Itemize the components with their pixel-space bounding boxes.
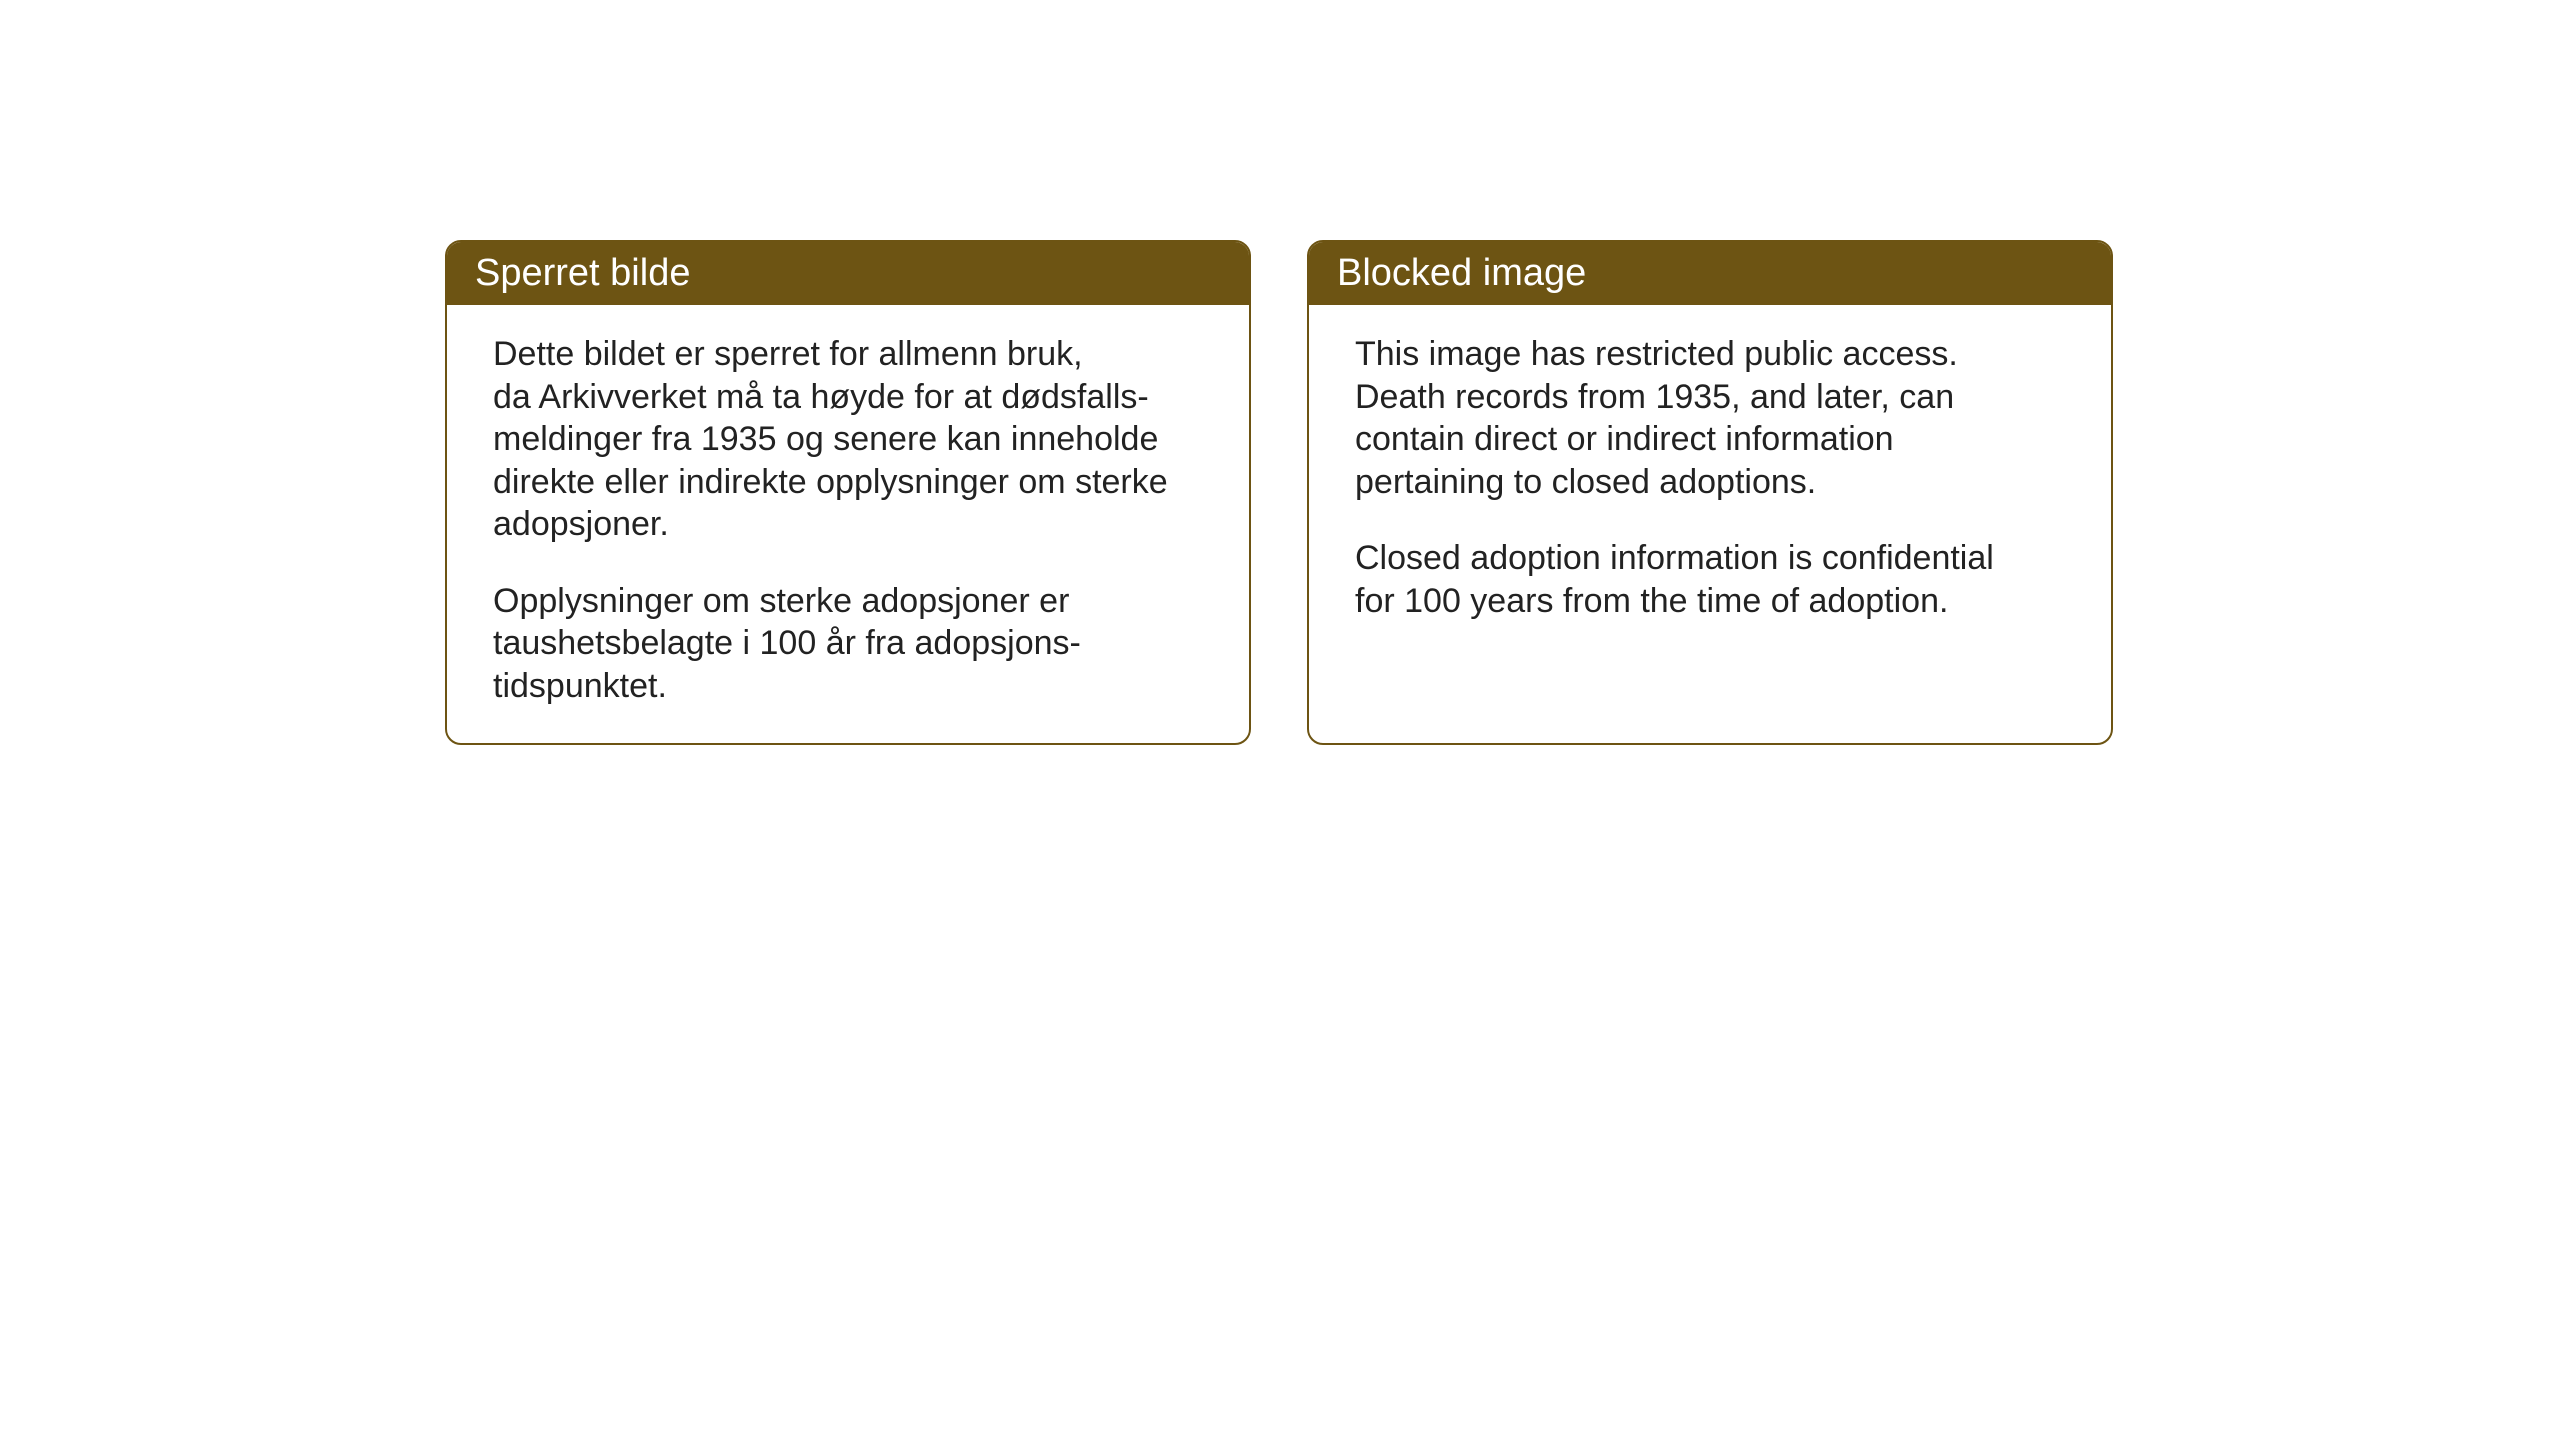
card-title-english: Blocked image bbox=[1337, 252, 1586, 294]
card-paragraph1-english: This image has restricted public access.… bbox=[1355, 333, 2065, 503]
card-norwegian: Sperret bilde Dette bildet er sperret fo… bbox=[445, 240, 1251, 745]
card-body-norwegian: Dette bildet er sperret for allmenn bruk… bbox=[447, 305, 1249, 743]
card-header-english: Blocked image bbox=[1309, 242, 2111, 305]
card-title-norwegian: Sperret bilde bbox=[475, 252, 690, 294]
card-paragraph2-english: Closed adoption information is confident… bbox=[1355, 537, 2065, 622]
card-paragraph2-norwegian: Opplysninger om sterke adopsjoner er tau… bbox=[493, 580, 1203, 708]
card-paragraph1-norwegian: Dette bildet er sperret for allmenn bruk… bbox=[493, 333, 1203, 546]
cards-container: Sperret bilde Dette bildet er sperret fo… bbox=[0, 0, 2560, 745]
card-english: Blocked image This image has restricted … bbox=[1307, 240, 2113, 745]
card-body-english: This image has restricted public access.… bbox=[1309, 305, 2111, 725]
card-header-norwegian: Sperret bilde bbox=[447, 242, 1249, 305]
